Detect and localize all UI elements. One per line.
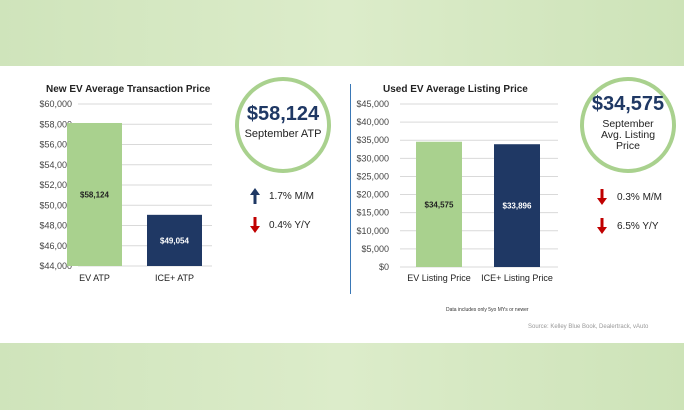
top-background-band [0, 0, 684, 66]
up-arrow-icon [250, 188, 260, 204]
new-bar-ice [147, 214, 202, 266]
new-bar-data-label: $49,054 [160, 236, 189, 245]
used-y-tick-label: $30,000 [356, 153, 389, 163]
used-yoy-stat: 6.5% Y/Y [617, 221, 659, 232]
source-credit: Source: Kelley Blue Book, Dealertrack, v… [528, 324, 649, 330]
used-listing-callout-label-1: September [602, 118, 654, 130]
used-y-tick-label: $5,000 [361, 244, 389, 254]
used-listing-callout-circle: $34,575 September Avg. Listing Price [580, 77, 676, 173]
used-bar-data-label: $34,575 [425, 200, 454, 209]
used-y-tick-label: $10,000 [356, 226, 389, 236]
panel-divider [350, 84, 351, 294]
used-bar-ev [416, 141, 462, 267]
down-arrow-icon [250, 217, 260, 233]
new-y-tick-label: $58,000 [39, 119, 72, 129]
used-listing-callout-value: $34,575 [591, 93, 665, 115]
new-atp-callout-value: $58,124 [246, 103, 320, 125]
used-y-tick-label: $35,000 [356, 135, 389, 145]
used-category-label: ICE+ Listing Price [481, 273, 553, 283]
new-atp-callout-circle: $58,124 September ATP [235, 77, 331, 173]
used-y-tick-label: $45,000 [356, 99, 389, 109]
chart-panel: $44,000 $46,000 $48,000 $50,000 $52,000 $54,0… [0, 66, 684, 343]
new-bar-ev [67, 122, 122, 266]
used-bar-data-label: $33,896 [503, 202, 532, 211]
new-mom-stat: 1.7% M/M [269, 191, 315, 202]
new-y-tick-label: $48,000 [39, 221, 72, 231]
new-y-tick-label: $54,000 [39, 160, 72, 170]
new-bar-data-label: $58,124 [80, 190, 109, 199]
new-category-label: ICE+ ATP [155, 273, 194, 283]
new-yoy-stat: 0.4% Y/Y [269, 220, 311, 231]
data-footnote: Data includes only 5yo MYs or newer [446, 307, 529, 313]
used-listing-callout-label-2: Avg. Listing [600, 129, 656, 141]
down-arrow-icon [597, 218, 607, 234]
new-atp-callout-label: September ATP [244, 128, 322, 140]
down-arrow-icon [597, 189, 607, 205]
new-y-tick-label: $60,000 [39, 99, 72, 109]
used-listing-callout-label-3: Price [616, 140, 640, 152]
charts-canvas: $44,000 $46,000 $48,000 $50,000 $52,000 $54,0… [39, 99, 558, 283]
used-mom-stat: 0.3% M/M [617, 192, 663, 203]
used-y-tick-label: $0 [379, 262, 389, 272]
new-y-tick-label: $44,000 [39, 261, 72, 271]
new-category-label: EV ATP [79, 273, 110, 283]
used-ev-chart-title: Used EV Average Listing Price [383, 84, 528, 95]
new-y-tick-label: $46,000 [39, 241, 72, 251]
used-y-tick-label: $25,000 [356, 171, 389, 181]
used-bar-ice [494, 144, 540, 267]
new-y-tick-label: $56,000 [39, 140, 72, 150]
new-y-tick-label: $50,000 [39, 200, 72, 210]
used-y-tick-label: $15,000 [356, 208, 389, 218]
used-y-tick-label: $40,000 [356, 117, 389, 127]
bottom-background-band [0, 343, 684, 410]
used-category-label: EV Listing Price [407, 273, 471, 283]
new-y-tick-label: $52,000 [39, 180, 72, 190]
new-ev-chart-title: New EV Average Transaction Price [46, 84, 211, 95]
used-y-tick-label: $20,000 [356, 190, 389, 200]
